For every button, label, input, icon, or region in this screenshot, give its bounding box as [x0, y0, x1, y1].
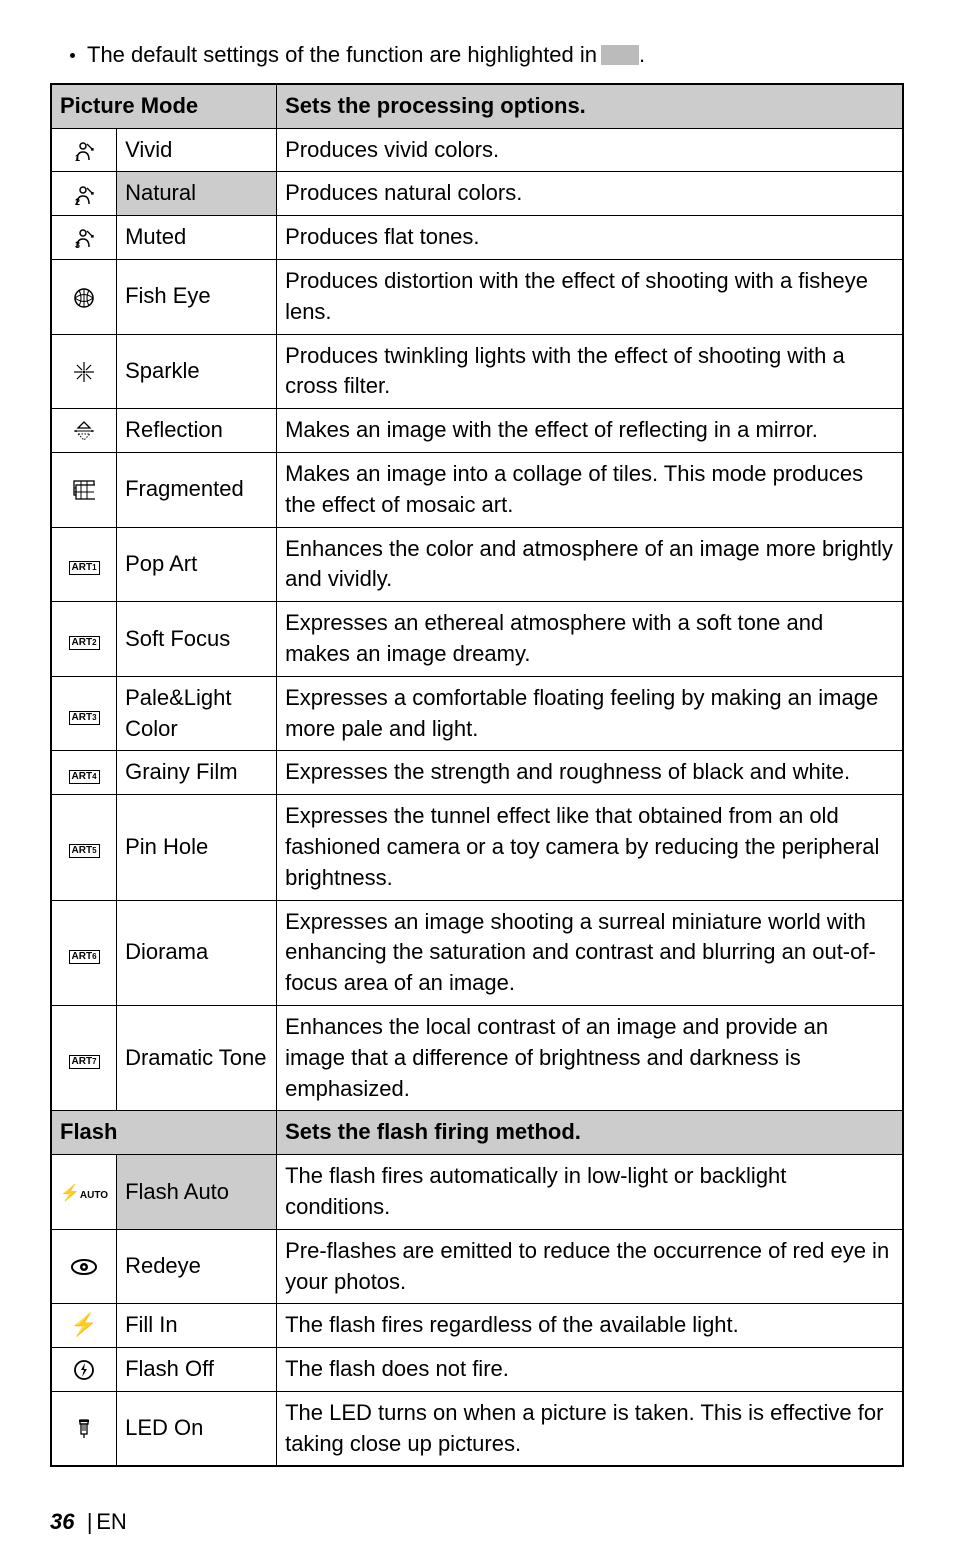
table-row: ⚡AUTOFlash AutoThe flash fires automatic…	[51, 1155, 903, 1230]
mode-name: Flash Auto	[117, 1155, 277, 1230]
mode-description: Makes an image with the effect of reflec…	[277, 409, 903, 453]
settings-table: Picture ModeSets the processing options.…	[50, 83, 904, 1468]
table-row: ART4Grainy FilmExpresses the strength an…	[51, 751, 903, 795]
section-header-desc: Sets the flash firing method.	[277, 1111, 903, 1155]
table-row: Flash OffThe flash does not fire.	[51, 1348, 903, 1392]
mode-description: The LED turns on when a picture is taken…	[277, 1391, 903, 1466]
mode-name: Sparkle	[117, 334, 277, 409]
mode-description: Produces twinkling lights with the effec…	[277, 334, 903, 409]
flashoff-icon	[51, 1348, 117, 1392]
table-row: LED OnThe LED turns on when a picture is…	[51, 1391, 903, 1466]
page-number: 36	[50, 1507, 74, 1538]
mode-name: Muted	[117, 216, 277, 260]
bullet-icon	[70, 53, 75, 58]
mode-name: Pop Art	[117, 527, 277, 602]
table-row: ⚡Fill InThe flash fires regardless of th…	[51, 1304, 903, 1348]
art5-icon: ART5	[51, 795, 117, 900]
intro-suffix: .	[639, 40, 645, 71]
mode-description: Produces natural colors.	[277, 172, 903, 216]
footer-divider: |	[86, 1507, 92, 1538]
mode-name: Soft Focus	[117, 602, 277, 677]
page-footer: 36 | EN	[50, 1507, 904, 1538]
redeye-icon	[51, 1229, 117, 1304]
mode-name: Redeye	[117, 1229, 277, 1304]
mode-description: The flash fires regardless of the availa…	[277, 1304, 903, 1348]
art7-icon: ART7	[51, 1005, 117, 1110]
mode-name: Vivid	[117, 128, 277, 172]
mode-name: Pale&Light Color	[117, 676, 277, 751]
footer-lang: EN	[96, 1507, 127, 1538]
mode-description: Enhances the color and atmosphere of an …	[277, 527, 903, 602]
fragmented-icon	[51, 452, 117, 527]
mode-description: Pre-flashes are emitted to reduce the oc…	[277, 1229, 903, 1304]
intro-line: The default settings of the function are…	[50, 40, 904, 71]
table-row: 3 MutedProduces flat tones.	[51, 216, 903, 260]
mode-description: Expresses an image shooting a surreal mi…	[277, 900, 903, 1005]
mode-name: Pin Hole	[117, 795, 277, 900]
highlight-sample-box	[601, 45, 639, 65]
mode-description: Produces vivid colors.	[277, 128, 903, 172]
table-row: ART7Dramatic ToneEnhances the local cont…	[51, 1005, 903, 1110]
svg-text:1: 1	[75, 153, 80, 162]
ledon-icon	[51, 1391, 117, 1466]
mode-description: Produces distortion with the effect of s…	[277, 259, 903, 334]
person2-icon: 2	[51, 172, 117, 216]
intro-text: The default settings of the function are…	[87, 40, 597, 71]
mode-description: The flash does not fire.	[277, 1348, 903, 1392]
mode-name: Grainy Film	[117, 751, 277, 795]
art4-icon: ART4	[51, 751, 117, 795]
fisheye-icon	[51, 259, 117, 334]
person3-icon: 3	[51, 216, 117, 260]
mode-name: Natural	[117, 172, 277, 216]
table-row: 2 NaturalProduces natural colors.	[51, 172, 903, 216]
table-row: ReflectionMakes an image with the effect…	[51, 409, 903, 453]
table-row: SparkleProduces twinkling lights with th…	[51, 334, 903, 409]
table-row: ART3Pale&Light ColorExpresses a comforta…	[51, 676, 903, 751]
mode-description: Expresses the strength and roughness of …	[277, 751, 903, 795]
section-header-title: Picture Mode	[51, 84, 277, 128]
mode-name: Reflection	[117, 409, 277, 453]
mode-name: Fragmented	[117, 452, 277, 527]
mode-description: The flash fires automatically in low-lig…	[277, 1155, 903, 1230]
mode-name: Diorama	[117, 900, 277, 1005]
mode-name: LED On	[117, 1391, 277, 1466]
mode-description: Expresses a comfortable floating feeling…	[277, 676, 903, 751]
art3-icon: ART3	[51, 676, 117, 751]
person1-icon: 1	[51, 128, 117, 172]
sparkle-icon	[51, 334, 117, 409]
mode-description: Makes an image into a collage of tiles. …	[277, 452, 903, 527]
table-row: ART2Soft FocusExpresses an ethereal atmo…	[51, 602, 903, 677]
svg-text:3: 3	[75, 240, 80, 249]
mode-description: Expresses the tunnel effect like that ob…	[277, 795, 903, 900]
table-row: ART1Pop ArtEnhances the color and atmosp…	[51, 527, 903, 602]
flashauto-icon: ⚡AUTO	[51, 1155, 117, 1230]
table-row: Fish EyeProduces distortion with the eff…	[51, 259, 903, 334]
mode-name: Flash Off	[117, 1348, 277, 1392]
art1-icon: ART1	[51, 527, 117, 602]
reflection-icon	[51, 409, 117, 453]
table-row: ART5Pin HoleExpresses the tunnel effect …	[51, 795, 903, 900]
section-header-desc: Sets the processing options.	[277, 84, 903, 128]
table-row: 1 VividProduces vivid colors.	[51, 128, 903, 172]
table-row: RedeyePre-flashes are emitted to reduce …	[51, 1229, 903, 1304]
mode-name: Fill In	[117, 1304, 277, 1348]
mode-name: Dramatic Tone	[117, 1005, 277, 1110]
art6-icon: ART6	[51, 900, 117, 1005]
table-row: FragmentedMakes an image into a collage …	[51, 452, 903, 527]
mode-description: Produces flat tones.	[277, 216, 903, 260]
fillin-icon: ⚡	[51, 1304, 117, 1348]
mode-description: Enhances the local contrast of an image …	[277, 1005, 903, 1110]
table-row: ART6DioramaExpresses an image shooting a…	[51, 900, 903, 1005]
art2-icon: ART2	[51, 602, 117, 677]
mode-description: Expresses an ethereal atmosphere with a …	[277, 602, 903, 677]
svg-text:2: 2	[75, 197, 80, 206]
section-header-title: Flash	[51, 1111, 277, 1155]
mode-name: Fish Eye	[117, 259, 277, 334]
